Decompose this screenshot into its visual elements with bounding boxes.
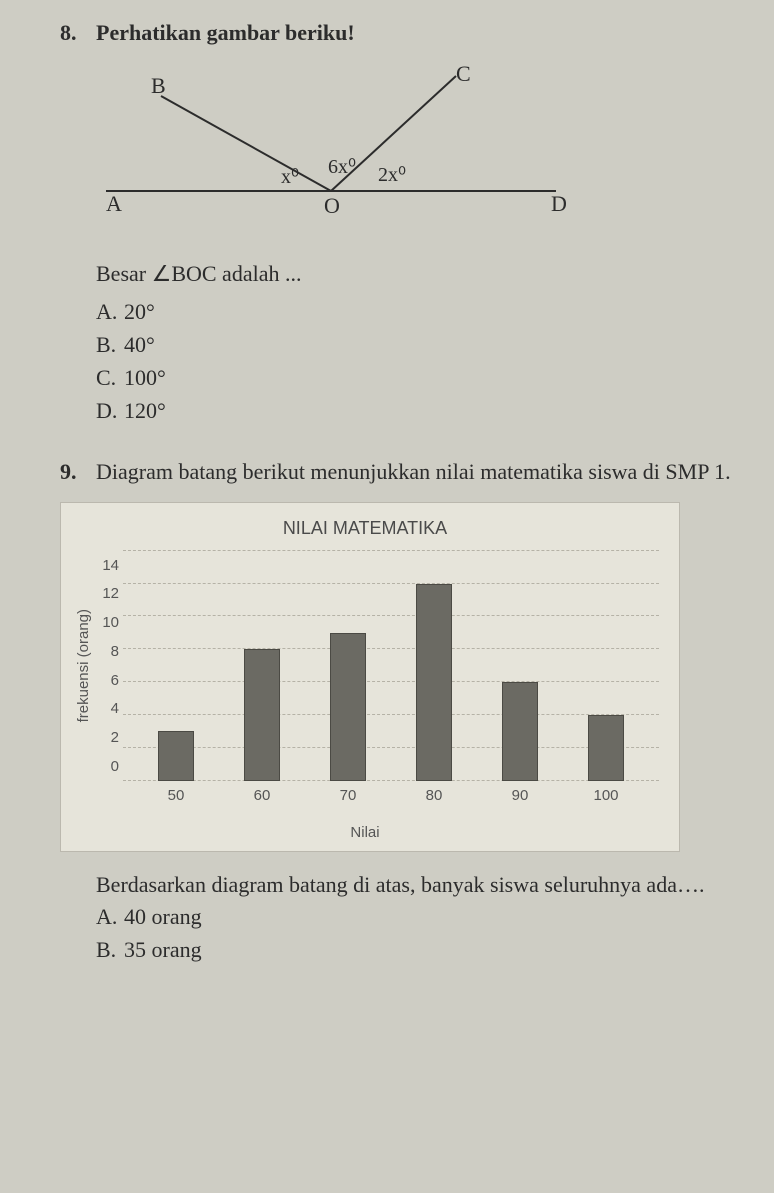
- xtick: 100: [588, 787, 624, 804]
- q8-prompt: Perhatikan gambar beriku!: [96, 20, 355, 46]
- q8-option-c: C.100°: [96, 361, 734, 394]
- ytick: 4: [95, 694, 123, 723]
- label-O: O: [324, 193, 340, 218]
- q8-below: Besar ∠BOC adalah ...: [96, 261, 734, 287]
- xtick: 80: [416, 787, 452, 804]
- q9-prompt: Diagram batang berikut menunjukkan nilai…: [96, 457, 731, 487]
- q9-follow: Berdasarkan diagram batang di atas, bany…: [96, 870, 734, 901]
- q9-option-a: A.40 orang: [96, 900, 734, 933]
- ytick: 10: [95, 608, 123, 637]
- label-C: C: [456, 61, 471, 86]
- ytick: 0: [95, 752, 123, 781]
- label-B: B: [151, 73, 166, 98]
- q8-option-a: A.20°: [96, 295, 734, 328]
- x-axis: 50 60 70 80 90 100: [71, 781, 659, 804]
- ytick: 12: [95, 579, 123, 608]
- chart-title: NILAI MATEMATIKA: [71, 518, 659, 539]
- bar: [244, 649, 280, 780]
- xtick: 70: [330, 787, 366, 804]
- q8-option-d: D.120°: [96, 394, 734, 427]
- xtick: 90: [502, 787, 538, 804]
- y-axis: 14 12 10 8 6 4 2 0: [95, 551, 123, 781]
- x-axis-label: Nilai: [71, 824, 659, 841]
- label-D: D: [551, 191, 567, 216]
- ytick: 6: [95, 666, 123, 695]
- bar: [158, 731, 194, 780]
- label-2x0: 2x⁰: [378, 164, 406, 186]
- q9-body: Berdasarkan diagram batang di atas, bany…: [96, 870, 734, 967]
- plot-area: [123, 551, 659, 781]
- ytick: 2: [95, 723, 123, 752]
- bar: [588, 715, 624, 781]
- ytick: 14: [95, 551, 123, 580]
- label-A: A: [106, 191, 122, 216]
- q9-options: A.40 orang B.35 orang: [96, 900, 734, 966]
- xtick: 60: [244, 787, 280, 804]
- bar: [330, 633, 366, 781]
- q9-number: 9.: [60, 459, 96, 485]
- ytick: 8: [95, 637, 123, 666]
- label-x0: x⁰: [281, 166, 299, 188]
- q9-option-b: B.35 orang: [96, 933, 734, 966]
- bars-row: [123, 551, 659, 781]
- bar: [502, 682, 538, 781]
- q8-number: 8.: [60, 20, 96, 46]
- label-6x0: 6x⁰: [328, 156, 356, 178]
- q8-body: A B C D O x⁰ 6x⁰ 2x⁰ Besar ∠BOC adalah .…: [96, 61, 734, 427]
- bar-chart: NILAI MATEMATIKA frekuensi (orang) 14 12…: [60, 502, 680, 852]
- bar: [416, 584, 452, 781]
- chart-area: frekuensi (orang) 14 12 10 8 6 4 2 0: [71, 551, 659, 781]
- q8-option-b: B.40°: [96, 328, 734, 361]
- q9-header: 9. Diagram batang berikut menunjukkan ni…: [60, 457, 734, 487]
- q8-header: 8. Perhatikan gambar beriku!: [60, 20, 734, 46]
- angle-diagram: A B C D O x⁰ 6x⁰ 2x⁰: [96, 61, 576, 241]
- y-axis-label: frekuensi (orang): [75, 609, 92, 722]
- question-9: 9. Diagram batang berikut menunjukkan ni…: [60, 457, 734, 966]
- xtick: 50: [158, 787, 194, 804]
- question-8: 8. Perhatikan gambar beriku! A B C D O x…: [60, 20, 734, 427]
- ylabel-wrap: frekuensi (orang): [71, 551, 95, 781]
- q8-options: A.20° B.40° C.100° D.120°: [96, 295, 734, 427]
